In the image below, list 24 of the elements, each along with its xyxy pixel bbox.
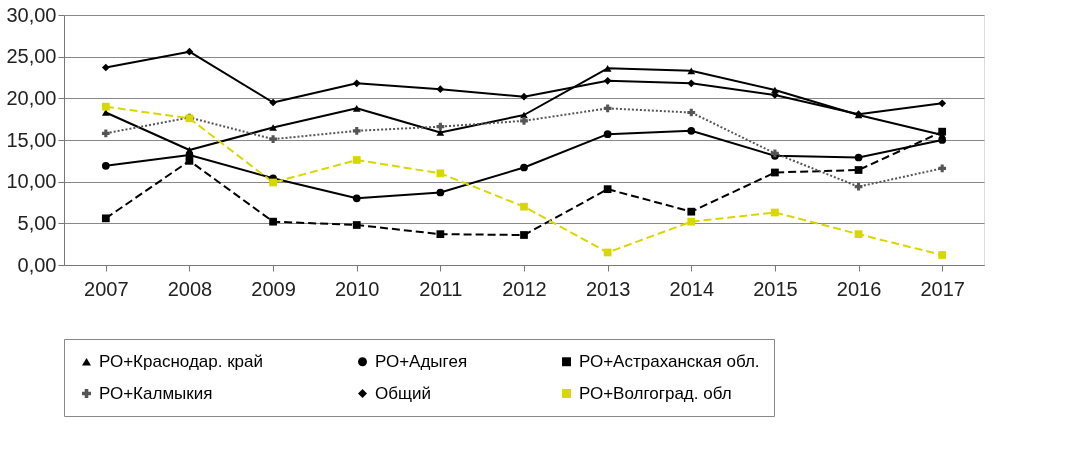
x-tick-label: 2009 [251,277,296,300]
legend-label: РО+Волгоград. обл [579,383,732,403]
y-tick-label: 25,00 [6,45,57,68]
y-tick-label: 30,00 [6,3,57,26]
x-tick-label: 2010 [334,277,380,300]
legend-label: РО+Краснодар. край [99,351,264,371]
legend-label: РО+Адыгея [375,351,468,371]
x-tick-label: 2012 [502,277,547,300]
legend-label: РО+Астраханская обл. [579,351,760,371]
x-tick-label: 2016 [836,277,882,300]
x-tick-label: 2017 [920,277,965,300]
y-tick-label: 15,00 [6,128,57,151]
x-tick-label: 2011 [419,277,463,300]
y-tick-label: 10,00 [6,170,57,193]
y-tick-label: 0,00 [17,253,57,276]
legend-label: РО+Калмыкия [99,383,213,403]
y-tick-label: 20,00 [6,86,57,109]
x-tick-label: 2014 [669,277,715,300]
x-tick-label: 2013 [585,277,631,300]
y-tick-label: 5,00 [17,211,57,234]
x-tick-label: 2007 [84,277,129,300]
x-tick-label: 2008 [167,277,213,300]
legend-label: Общий [375,383,431,403]
x-tick-label: 2015 [753,277,798,300]
